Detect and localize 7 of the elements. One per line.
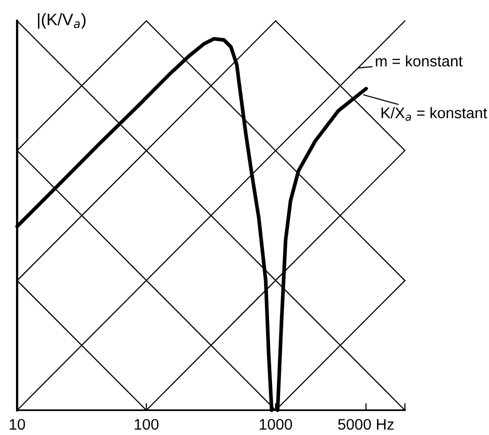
y-axis-title: |(K/V$_{a}$) [38,13,86,29]
annotation: K/X$_{a}$ = konstant [382,107,488,121]
x-tick-label: 1000 [260,418,292,430]
x-tick-label: 5000 Hz [338,418,394,430]
x-tick-label: 100 [134,418,159,430]
annotation: m = konstant [376,55,463,67]
x-tick-label: 10 [10,418,26,430]
